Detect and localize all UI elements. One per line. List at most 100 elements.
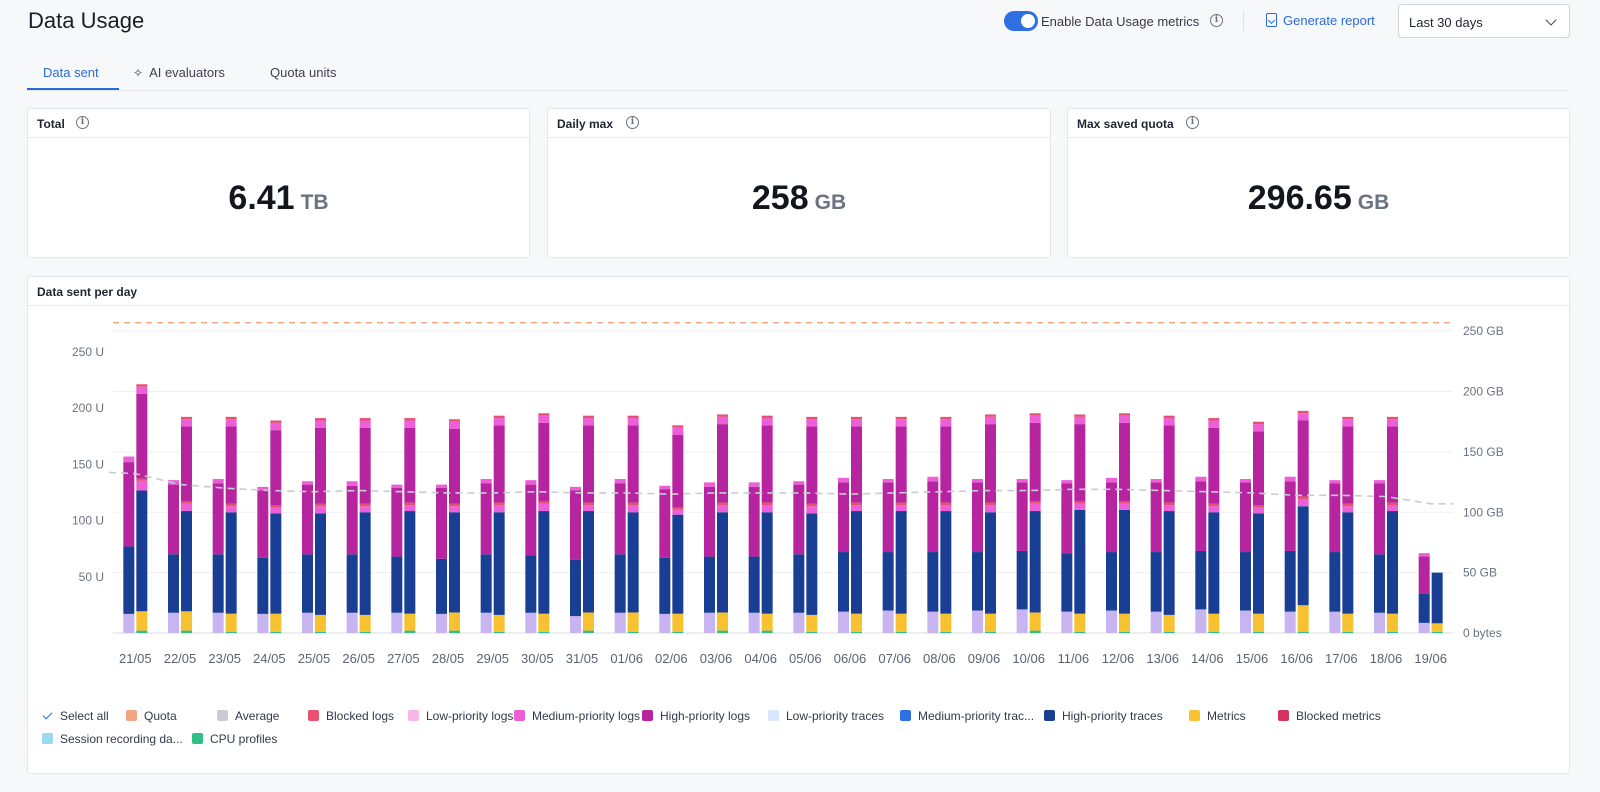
- units-bar-segment: [1016, 550, 1028, 610]
- legend-item[interactable]: High-priority traces: [1044, 709, 1163, 723]
- x-tick-label: 26/05: [342, 651, 375, 666]
- tab-bar: Data sent ✧ AI evaluators Quota units: [27, 53, 1570, 91]
- x-tick-label: 21/05: [119, 651, 152, 666]
- gb-bar-segment: [136, 490, 148, 612]
- legend-item[interactable]: CPU profiles: [192, 732, 277, 746]
- units-bar-segment: [882, 478, 894, 483]
- units-bar-segment: [927, 476, 939, 482]
- legend-item[interactable]: Session recording da...: [42, 732, 183, 746]
- legend-label: High-priority logs: [660, 709, 751, 723]
- info-icon[interactable]: i: [1210, 14, 1223, 27]
- legend-item[interactable]: High-priority logs: [642, 709, 750, 723]
- legend-item[interactable]: Blocked logs: [308, 709, 394, 723]
- legend-item[interactable]: Medium-priority trac...: [900, 709, 1034, 723]
- gb-bar-segment: [1342, 419, 1354, 427]
- gb-bar-segment: [1208, 613, 1220, 632]
- total-card: Total i 6.41 TB: [27, 108, 530, 258]
- tab-ai-evaluators[interactable]: ✧ AI evaluators: [133, 65, 225, 80]
- units-bar-segment: [212, 612, 224, 633]
- gb-bar-segment: [1387, 419, 1398, 427]
- gb-bar-segment: [583, 502, 594, 506]
- legend-item[interactable]: Medium-priority logs: [514, 709, 640, 723]
- units-bar-segment: [882, 610, 894, 633]
- units-bar-segment: [1195, 609, 1207, 633]
- x-tick-label: 08/06: [923, 651, 956, 666]
- gb-bar-segment: [851, 505, 862, 512]
- x-tick-label: 19/06: [1414, 651, 1447, 666]
- gb-bar-segment: [1074, 414, 1086, 417]
- gb-bar-segment: [449, 421, 460, 429]
- units-bar-segment: [748, 482, 760, 487]
- gb-bar-segment: [1253, 431, 1264, 506]
- legend-item[interactable]: Blocked metrics: [1278, 709, 1381, 723]
- gb-bar-segment: [851, 511, 862, 614]
- units-bar-segment: [748, 612, 760, 633]
- max-saved-quota-card: Max saved quota i 296.65 GB: [1067, 108, 1570, 258]
- gb-bar-segment: [895, 505, 907, 512]
- date-range-select[interactable]: Last 30 days: [1398, 4, 1570, 38]
- units-bar-segment: [436, 487, 447, 559]
- generate-report-link[interactable]: Generate report: [1266, 13, 1375, 28]
- gb-bar-segment: [985, 512, 996, 614]
- legend-swatch: [217, 710, 228, 721]
- gb-bar-segment: [672, 613, 684, 632]
- gb-bar-segment: [672, 434, 684, 508]
- info-icon[interactable]: i: [1186, 116, 1199, 129]
- x-tick-label: 18/06: [1370, 651, 1403, 666]
- units-bar-segment: [1106, 482, 1117, 553]
- units-bar-segment: [480, 554, 492, 613]
- gb-bar-segment: [672, 427, 684, 435]
- units-bar-segment: [346, 612, 358, 633]
- sparkle-icon: ✧: [133, 66, 144, 80]
- gb-bar-segment: [940, 416, 952, 420]
- legend-item[interactable]: Quota: [126, 709, 177, 723]
- gb-bar-segment: [1119, 631, 1130, 633]
- units-bar-segment: [525, 484, 537, 556]
- legend-item[interactable]: Low-priority logs: [408, 709, 513, 723]
- tab-quota-units[interactable]: Quota units: [270, 65, 337, 80]
- x-tick-label: 14/06: [1191, 651, 1224, 666]
- gb-bar-segment: [672, 507, 684, 510]
- legend-item[interactable]: Low-priority traces: [768, 709, 884, 723]
- gb-bar-segment: [1119, 503, 1130, 510]
- gb-bar-segment: [1342, 512, 1354, 614]
- gb-bar-segment: [851, 419, 862, 427]
- gb-bar-segment: [761, 512, 773, 614]
- x-tick-label: 17/06: [1325, 651, 1358, 666]
- gb-bar-segment: [1119, 413, 1130, 416]
- legend-swatch: [126, 710, 137, 721]
- average-line: [108, 471, 1453, 505]
- units-bar-segment: [704, 482, 715, 487]
- units-bar-segment: [614, 554, 626, 613]
- units-bar-segment: [570, 490, 581, 560]
- info-icon[interactable]: i: [626, 116, 639, 129]
- gb-bar-segment: [225, 426, 237, 504]
- gb-bar-segment: [627, 512, 639, 613]
- gb-bar-segment: [1387, 416, 1398, 420]
- enable-metrics-toggle[interactable]: [1004, 11, 1038, 31]
- gb-bar-segment: [806, 426, 818, 504]
- gb-bar-segment: [1253, 421, 1264, 425]
- gb-bar-segment: [851, 631, 862, 633]
- legend-select-all[interactable]: Select all: [42, 709, 109, 723]
- units-bar-segment: [927, 552, 939, 612]
- legend-item[interactable]: Metrics: [1189, 709, 1246, 723]
- gb-bar-segment: [627, 505, 639, 513]
- gb-bar-segment: [1208, 512, 1220, 614]
- legend-item[interactable]: Average: [217, 709, 279, 723]
- units-bar-segment: [838, 477, 849, 483]
- units-bar-segment: [123, 456, 135, 463]
- gb-bar-segment: [627, 418, 639, 426]
- gb-bar-segment: [717, 502, 728, 506]
- gb-bar-segment: [136, 478, 148, 481]
- info-icon[interactable]: i: [76, 116, 89, 129]
- units-bar-segment: [302, 484, 313, 555]
- tab-data-sent[interactable]: Data sent: [43, 65, 99, 80]
- legend-select-all-label: Select all: [60, 709, 109, 723]
- gb-bar-segment: [806, 631, 818, 633]
- legend-swatch: [768, 710, 779, 721]
- gb-bar-segment: [181, 419, 192, 427]
- gb-bar-segment: [136, 611, 148, 631]
- units-bar-segment: [1284, 476, 1296, 482]
- units-bar-segment: [1418, 593, 1430, 623]
